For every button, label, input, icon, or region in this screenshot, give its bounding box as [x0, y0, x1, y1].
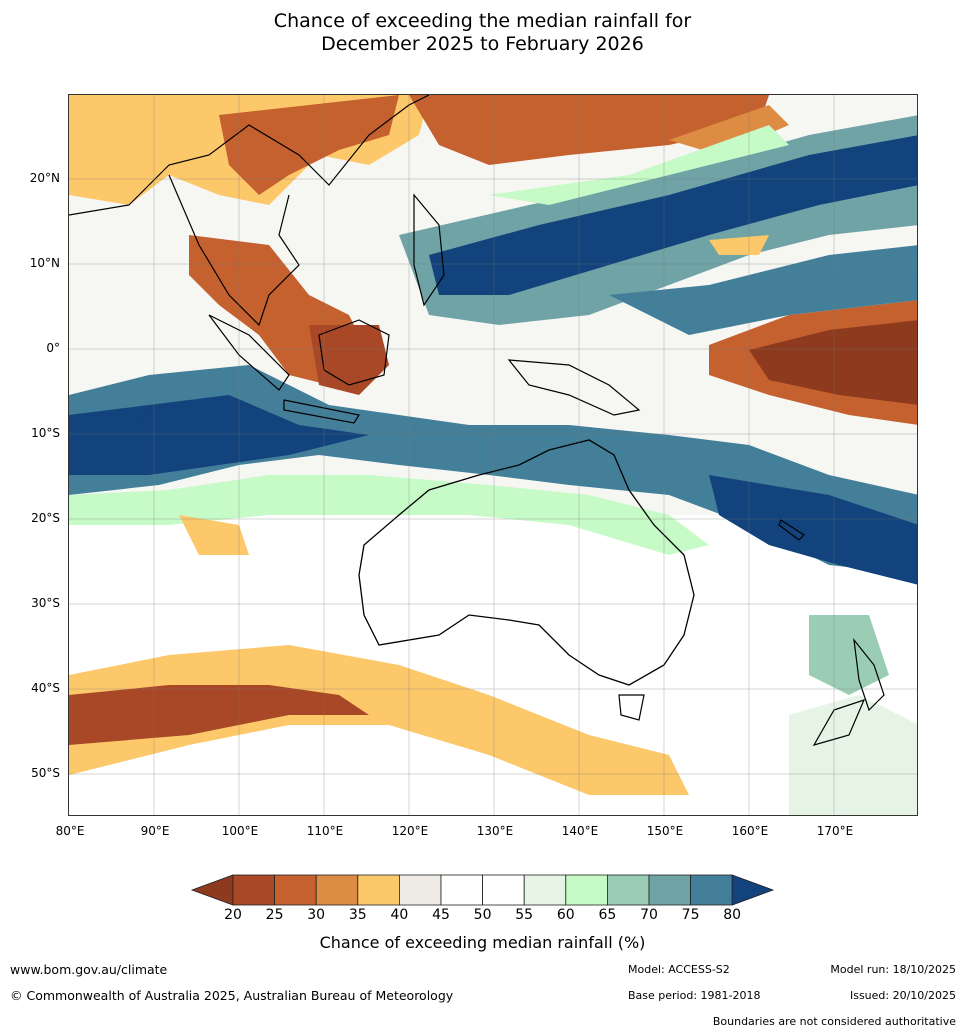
chart-title: Chance of exceeding the median rainfall …: [0, 10, 965, 56]
new-zealand-south-outline: [812, 699, 866, 746]
title-line-1: Chance of exceeding the median rainfall …: [273, 10, 692, 32]
colorbar-title: Chance of exceeding median rainfall (%): [319, 933, 646, 952]
colorbar-band-70-75: [648, 874, 691, 906]
dry-band-southern-core: [69, 685, 369, 745]
colorbar-tick-50: 50: [473, 907, 492, 923]
asia-mainland-outline: [69, 95, 430, 216]
issued-date: Issued: 20/10/2025: [849, 989, 956, 1002]
colorbar-band-55-60: [523, 874, 567, 906]
lon-label-140e: 140°E: [561, 824, 599, 838]
colorbar-band-40-45: [398, 874, 442, 906]
wet-patch-south-east: [789, 695, 917, 815]
lat-label-40s: 40°S: [31, 681, 60, 695]
colorbar-arrow-high: [731, 874, 775, 906]
lon-label-160e: 160°E: [731, 824, 769, 838]
rainfall-map: [68, 94, 918, 816]
dry-region-borneo: [309, 325, 389, 395]
lat-label-30s: 30°S: [31, 596, 60, 610]
model-run-date: Model run: 18/10/2025: [830, 963, 956, 976]
philippines-outline: [413, 193, 445, 307]
wet-patch-indian: [89, 415, 169, 475]
colorbar-tick-55: 55: [515, 907, 534, 923]
colorbar-tick-80: 80: [723, 907, 742, 923]
wet-patch-nz: [809, 615, 889, 695]
colorbar-tick-75: 75: [681, 907, 700, 923]
lon-label-120e: 120°E: [391, 824, 429, 838]
lat-label-20n: 20°N: [29, 171, 60, 185]
indochina-outline: [168, 174, 300, 327]
wet-band-north-core: [429, 135, 917, 295]
colorbar-tick-40: 40: [390, 907, 409, 923]
dry-band-southern-ocean: [69, 645, 689, 795]
wet-band-equatorial: [609, 245, 917, 335]
lat-label-10s: 10°S: [31, 426, 60, 440]
colorbar-tick-30: 30: [307, 907, 326, 923]
colorbar-tick-35: 35: [348, 907, 367, 923]
lon-label-170e: 170°E: [816, 824, 854, 838]
colorbar-band-45-50: [440, 874, 483, 906]
dry-region-north-pacific: [409, 95, 769, 165]
new-zealand-north-outline: [853, 637, 885, 712]
colorbar-tick-25: 25: [265, 907, 284, 923]
lon-label-90e: 90°E: [140, 824, 170, 838]
dry-region-asia-core: [219, 95, 399, 195]
wet-band-coral-sea: [709, 475, 917, 585]
dry-tongue-core: [749, 320, 917, 405]
colorbar-band-20-25: [232, 874, 275, 906]
lon-label-110e: 110°E: [306, 824, 344, 838]
colorbar-band-65-70: [606, 874, 650, 906]
graticule: [69, 95, 917, 815]
lon-label-80e: 80°E: [55, 824, 85, 838]
colorbar-band-30-35: [315, 874, 359, 906]
colorbar-band-50-55: [482, 874, 525, 906]
base-period: Base period: 1981-2018: [628, 989, 761, 1002]
colorbar-band-75-80: [690, 874, 733, 906]
colorbar-tick-65: 65: [598, 907, 617, 923]
map-canvas: [69, 95, 917, 815]
lon-label-130e: 130°E: [476, 824, 514, 838]
lat-label-0: 0°: [46, 341, 60, 355]
colorbar-tick-20: 20: [224, 907, 242, 923]
wet-halo: [69, 475, 709, 555]
website-link[interactable]: www.bom.gov.au/climate: [10, 962, 168, 977]
copyright-text: © Commonwealth of Australia 2025, Austra…: [10, 988, 454, 1003]
title-line-2: December 2025 to February 2026: [321, 33, 644, 55]
colorbar-band-25-30: [274, 874, 317, 906]
colorbar-tick-70: 70: [640, 907, 658, 923]
new-guinea-outline: [507, 359, 641, 416]
lat-label-10n: 10°N: [29, 256, 60, 270]
dry-patch-west: [179, 515, 249, 555]
colorbar-band-60-65: [565, 874, 608, 906]
model-name: Model: ACCESS-S2: [628, 963, 730, 976]
australia-outline: [358, 439, 695, 686]
wet-band-north-light: [489, 125, 789, 205]
lat-label-50s: 50°S: [31, 766, 60, 780]
lat-label-20s: 20°S: [31, 511, 60, 525]
lon-label-100e: 100°E: [221, 824, 259, 838]
dry-region-north-pacific-edge: [669, 105, 789, 155]
dry-patch-pacific-small: [709, 235, 769, 255]
sumatra-outline: [208, 314, 290, 391]
lon-label-150e: 150°E: [646, 824, 684, 838]
colorbar-tick-45: 45: [432, 907, 450, 923]
java-outline: [283, 399, 360, 424]
colorbar-band-35-40: [357, 874, 400, 906]
boundaries-disclaimer: Boundaries are not considered authoritat…: [712, 1015, 956, 1028]
tasmania-outline: [618, 694, 645, 721]
colorbar-tick-60: 60: [556, 907, 575, 923]
colorbar-arrow-low: [190, 874, 234, 906]
new-caledonia-outline: [778, 519, 805, 541]
colorbar: [190, 874, 775, 906]
